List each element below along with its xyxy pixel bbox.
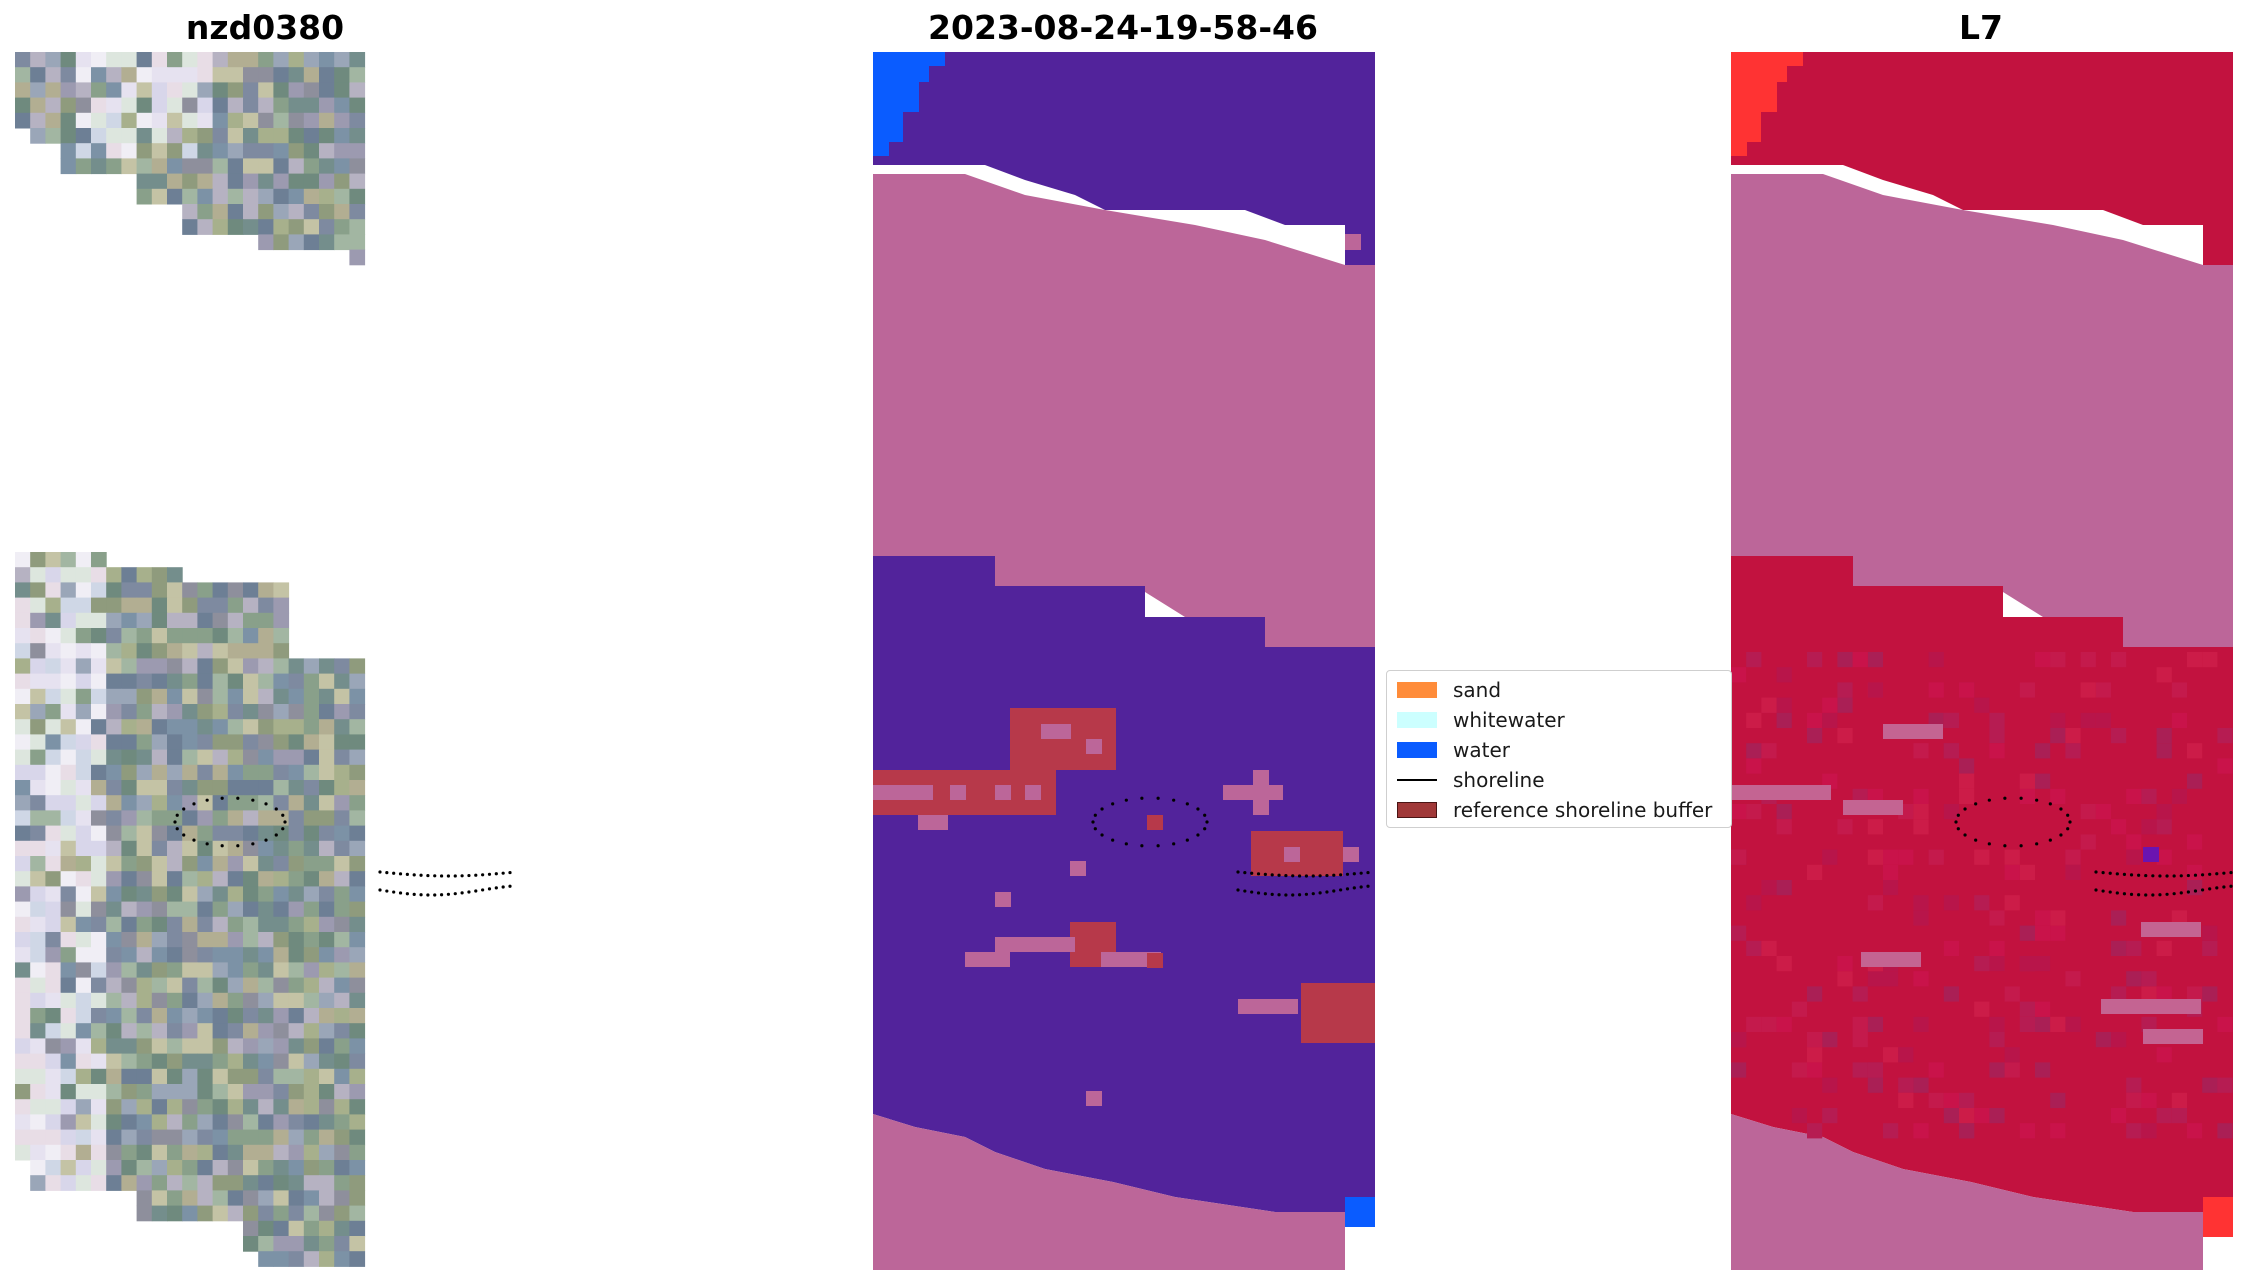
water-blue-corner-bottom: [1345, 1197, 1375, 1227]
legend-label: whitewater: [1453, 708, 1565, 732]
shoreline-dots: [1091, 796, 1370, 897]
sand-region: [873, 174, 1375, 647]
water-swatch: [1397, 742, 1437, 758]
shoreline-dots: [1954, 796, 2233, 897]
legend-item-sand: sand: [1397, 678, 1502, 702]
water-region-top: [873, 52, 1375, 265]
legend-label: reference shoreline buffer: [1453, 798, 1713, 822]
sand-region-bottom: [873, 1114, 1345, 1270]
classification-panel: [873, 52, 1375, 1270]
panel-title-rgb: nzd0380: [185, 8, 345, 47]
legend-item-reference-buffer: reference shoreline buffer: [1397, 798, 1713, 822]
rgb-image-panel: [15, 52, 512, 1267]
legend-item-shoreline: shoreline: [1397, 768, 1545, 792]
sand-region-bottom: [1731, 1114, 2203, 1270]
reference-buffer-swatch: [1397, 802, 1437, 818]
legend-label: shoreline: [1453, 768, 1545, 792]
legend-label: water: [1453, 738, 1510, 762]
classification-map: [873, 52, 1375, 1270]
sand-swatch: [1397, 682, 1437, 698]
legend: sand whitewater water shoreline referenc…: [1386, 670, 1732, 828]
shoreline-swatch: [1397, 779, 1437, 781]
water-blue-corner: [873, 52, 945, 156]
panel-title-classification: 2023-08-24-19-58-46: [928, 8, 1318, 47]
sand-region: [1731, 174, 2233, 647]
index-image-panel: [1731, 52, 2233, 1270]
shoreline-dots: [173, 796, 512, 897]
water-region-main: [873, 556, 1375, 1212]
legend-item-water: water: [1397, 738, 1510, 762]
legend-label: sand: [1453, 678, 1502, 702]
rgb-pixel-grid: [15, 52, 366, 1267]
index-bright-corner: [1731, 52, 1803, 156]
index-region-top: [1731, 52, 2233, 265]
panel-title-index: L7: [1959, 8, 2003, 47]
index-map: [1731, 52, 2233, 1270]
reference-buffer: [1301, 983, 1375, 1043]
legend-item-whitewater: whitewater: [1397, 708, 1565, 732]
whitewater-swatch: [1397, 712, 1437, 728]
